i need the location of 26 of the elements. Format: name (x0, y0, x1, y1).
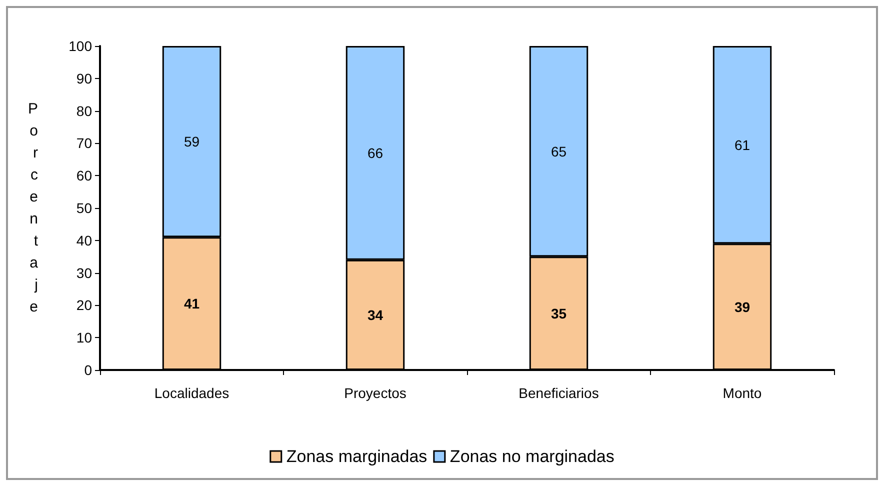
data-label: 66 (367, 144, 384, 161)
y-tick-label: 0 (84, 362, 92, 378)
data-label: 39 (734, 298, 750, 315)
legend-label: Zonas no marginadas (450, 447, 614, 466)
y-tick-label: 30 (76, 264, 92, 281)
data-label: 65 (550, 143, 567, 160)
text: Porcentaje (28, 100, 38, 316)
x-tick-label: Proyectos (344, 385, 406, 401)
y-tick-label: 60 (76, 168, 92, 184)
y-tick-label: 70 (76, 135, 92, 152)
y-tick-label: 20 (76, 297, 92, 314)
x-tick-label: Beneficiarios (518, 385, 599, 401)
data-label: 59 (184, 134, 200, 150)
y-tick-label: 10 (76, 330, 92, 346)
x-tick-label: Localidades (154, 385, 230, 401)
data-label: 61 (734, 136, 750, 153)
y-tick-label: 40 (76, 232, 92, 248)
x-tick-label: Monto (722, 385, 762, 401)
y-tick-label: 50 (76, 200, 92, 216)
y-tick-label: 80 (76, 102, 92, 119)
legend-label: Zonas marginadas (286, 447, 428, 466)
y-tick-label: 100 (68, 38, 92, 54)
data-label: 41 (184, 296, 200, 312)
data-label: 34 (367, 306, 384, 323)
y-tick-label: 90 (76, 70, 92, 86)
data-label: 35 (550, 305, 567, 322)
